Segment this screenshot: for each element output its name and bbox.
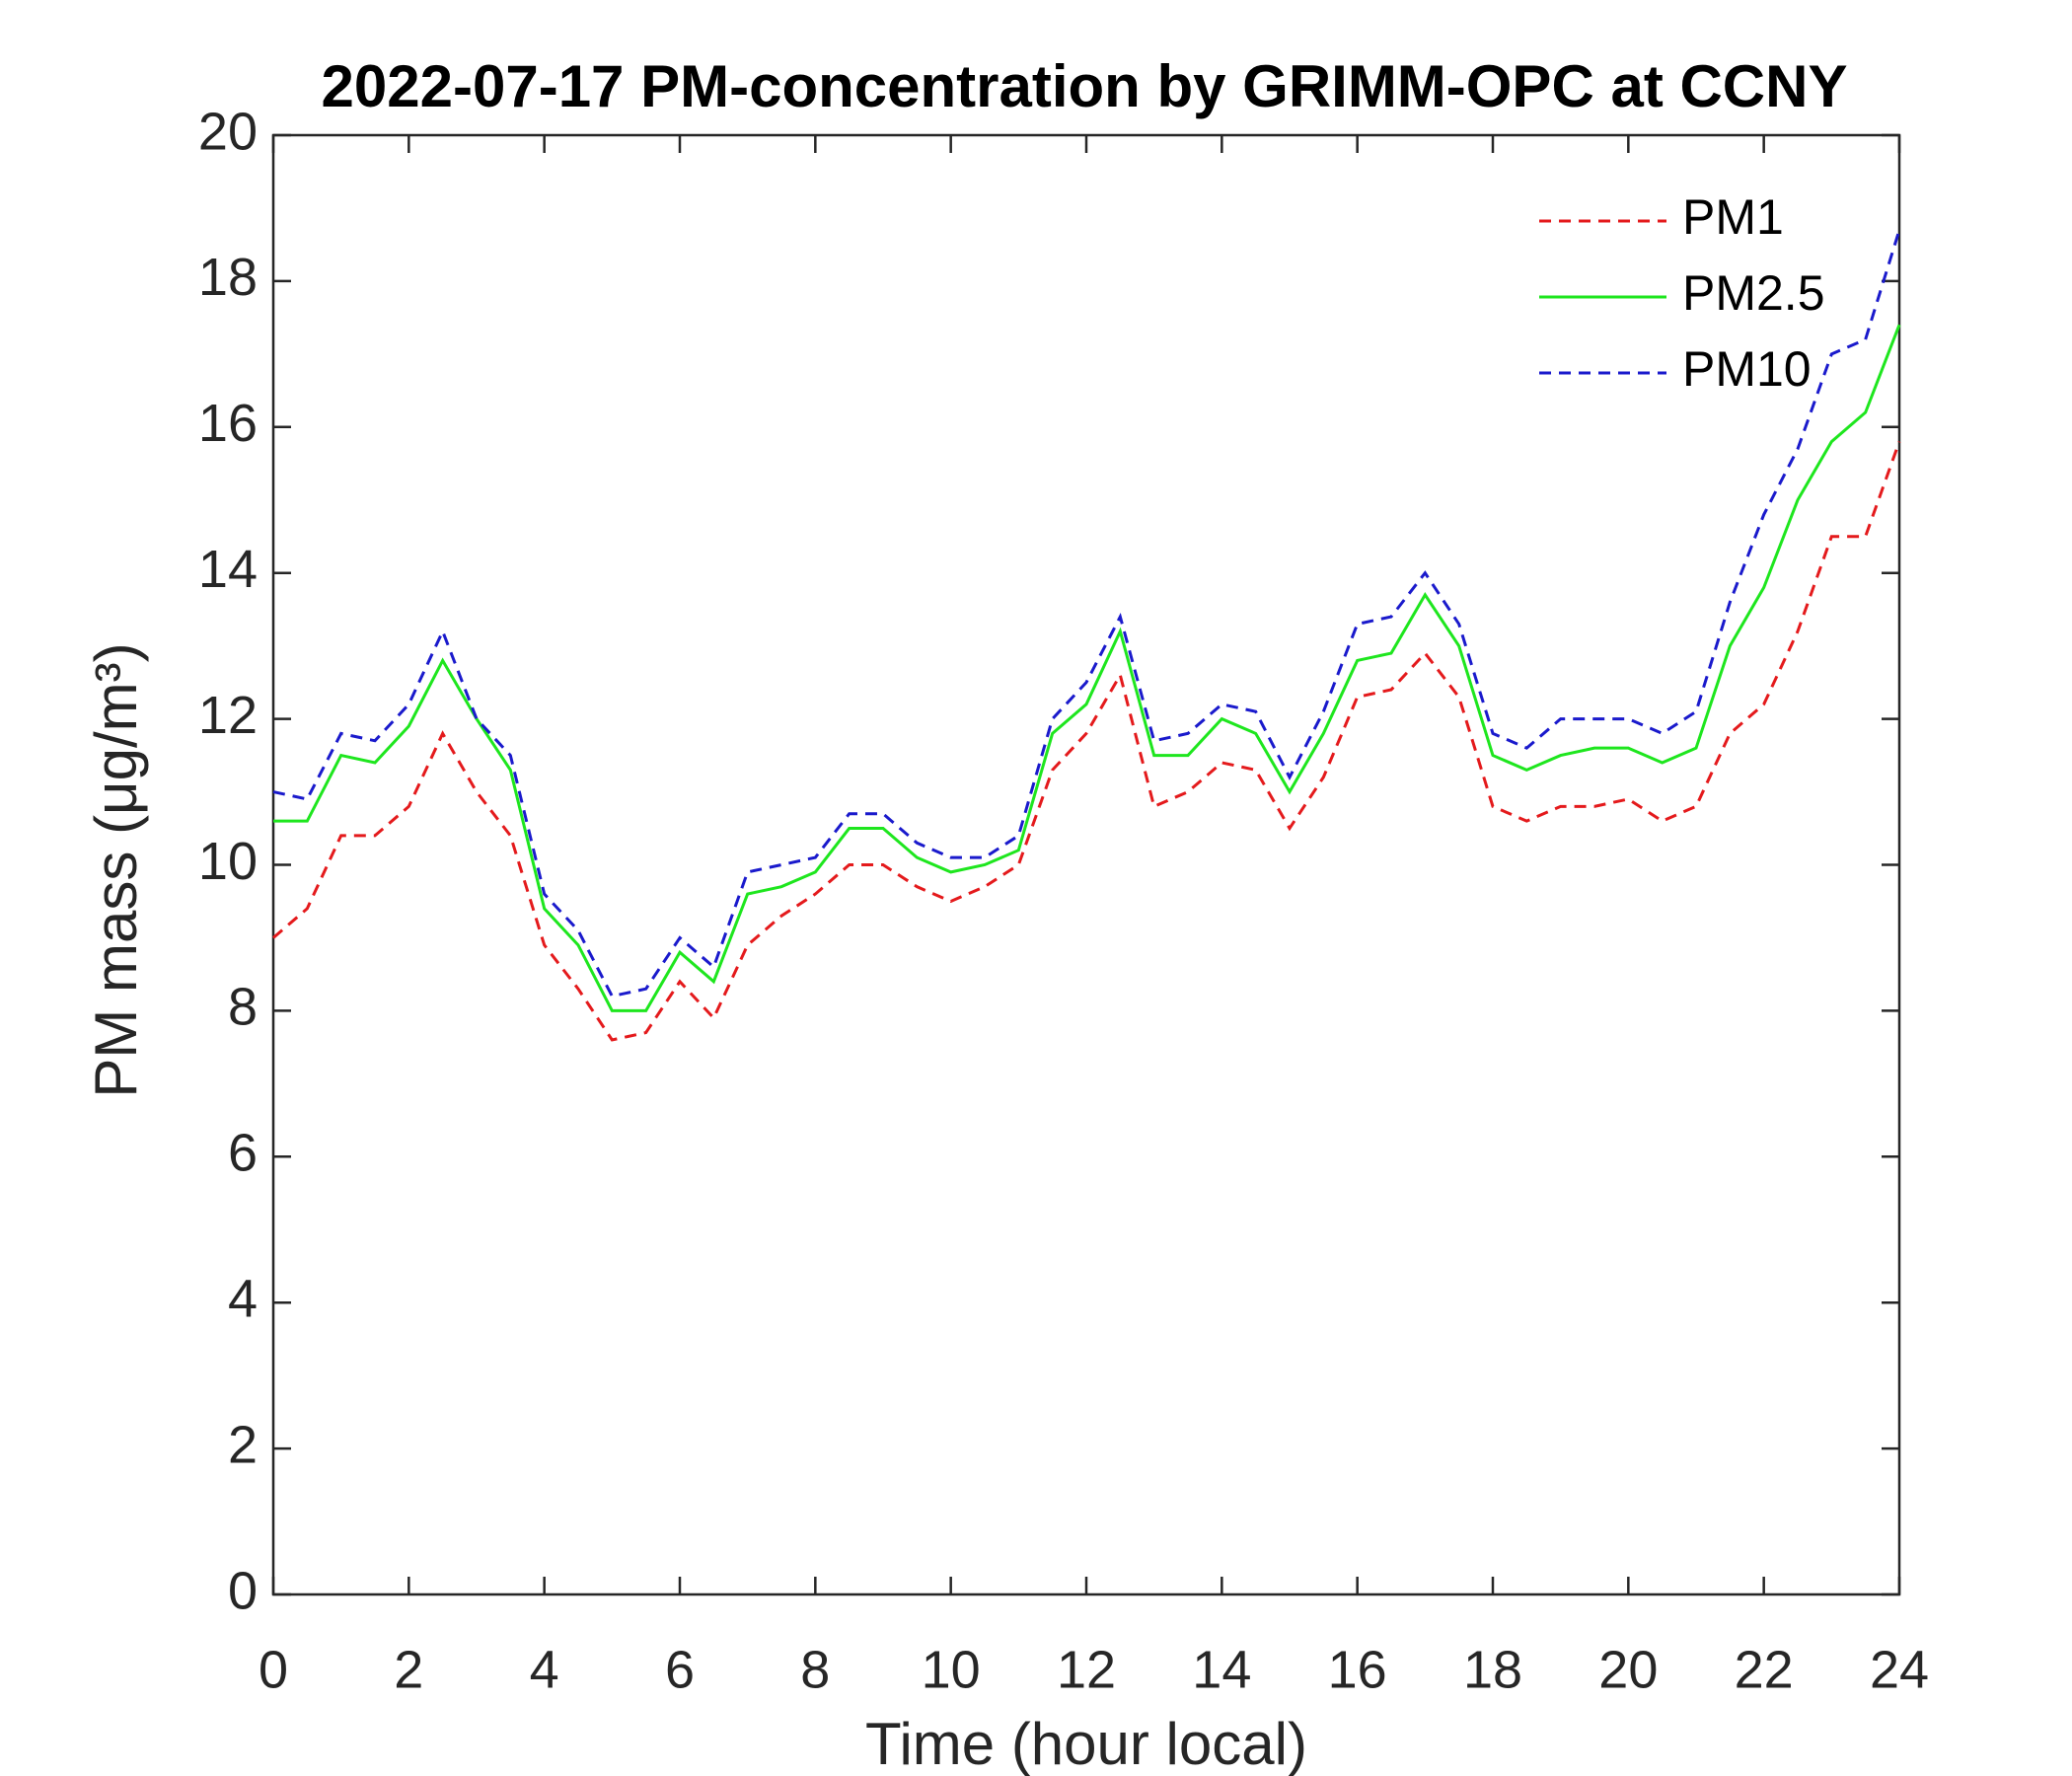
x-tick-label: 8 [800,1640,830,1699]
x-tick-label: 2 [394,1640,423,1699]
x-tick-label: 4 [530,1640,559,1699]
y-tick-label: 2 [228,1415,258,1474]
y-tick-label: 0 [228,1561,258,1620]
y-tick-label: 10 [198,832,258,891]
x-tick-label: 18 [1463,1640,1522,1699]
y-tick-label: 16 [198,394,258,453]
y-tick-label: 8 [228,978,258,1037]
y-tick-label: 4 [228,1269,258,1328]
plot-frame [271,133,1901,1596]
x-tick-label: 16 [1328,1640,1387,1699]
legend-label: PM2.5 [1682,265,1825,321]
legend-label: PM1 [1682,189,1784,245]
y-axis-label: PM mass (μg/m³) [83,642,149,1097]
series-line [273,324,1901,1012]
x-tick-label: 0 [259,1640,288,1699]
series-line [272,229,1901,999]
x-tick-label: 22 [1735,1640,1794,1699]
y-tick-label: 14 [198,540,258,599]
legend-label: PM10 [1682,341,1812,397]
series-line [272,441,1901,1042]
x-axis-label: Time (hour local) [865,1711,1307,1776]
y-tick-label: 12 [198,686,258,745]
x-tick-label: 20 [1598,1640,1658,1699]
y-tick-label: 18 [198,248,258,307]
x-tick-label: 24 [1870,1640,1929,1699]
x-tick-label: 12 [1057,1640,1116,1699]
y-tick-label: 20 [198,102,258,161]
chart-title: 2022-07-17 PM-concentration by GRIMM-OPC… [322,53,1848,119]
x-tick-label: 6 [665,1640,695,1699]
x-tick-label: 14 [1192,1640,1251,1699]
y-tick-label: 6 [228,1124,258,1183]
x-tick-label: 10 [922,1640,981,1699]
